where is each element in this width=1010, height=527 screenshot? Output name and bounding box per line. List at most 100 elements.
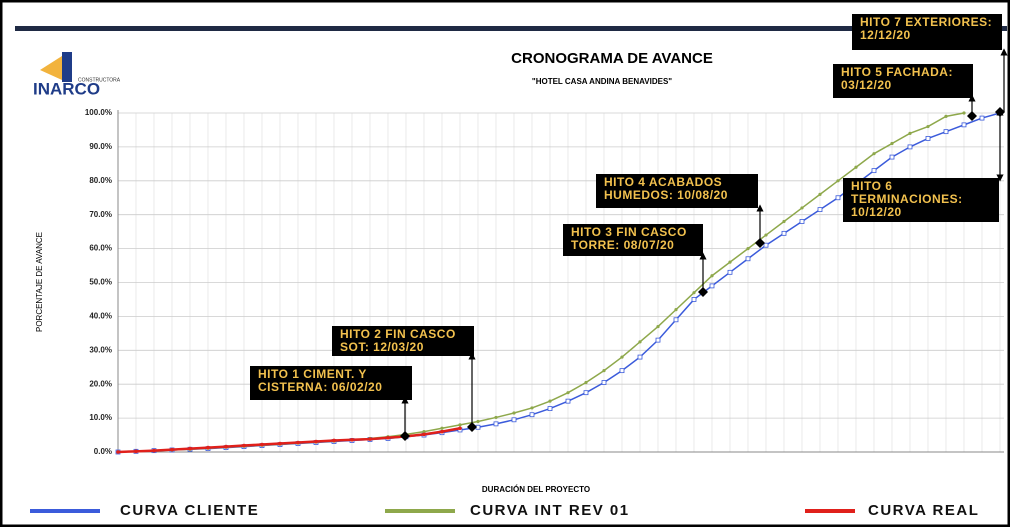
point [854,165,858,169]
annotation-text: HITO 4 ACABADOS [604,175,722,189]
point [511,417,517,423]
point [530,406,534,410]
annotation-box [852,14,1002,50]
point [512,411,516,415]
point [458,423,462,427]
annotation-text: HITO 7 EXTERIORES: [860,15,992,29]
annotation-text: HITO 3 FIN CASCO [571,225,687,239]
y-tick-label: 100.0% [85,108,112,117]
annotation-text: 10/12/20 [851,205,902,219]
point [763,242,769,248]
annotation-box [833,64,973,98]
point [547,406,553,412]
point [620,355,624,359]
annotation-box [332,326,474,356]
chart-title: CRONOGRAMA DE AVANCE [511,50,713,67]
point [476,419,480,424]
point [872,152,876,156]
annotation: HITO 7 EXTERIORES:12/12/20 [852,14,1008,112]
point [818,192,822,196]
annotation-text: 12/12/20 [860,28,911,42]
annotation: HITO 5 FACHADA:03/12/20 [833,64,977,121]
point [565,398,571,404]
point [350,437,354,442]
annotation-box [250,366,412,400]
logo-tagline: CONSTRUCTORA [78,77,121,83]
point [188,446,192,451]
point [170,447,174,452]
y-tick-label: 20.0% [89,379,112,388]
annotation-text: 03/12/20 [841,78,892,92]
point [548,399,552,403]
y-tick-label: 90.0% [89,142,112,151]
annotation-box [843,178,999,222]
annotation-text: TERMINACIONES: [851,192,963,206]
y-axis-label: PORCENTAJE DE AVANCE [35,232,44,332]
point [601,380,607,385]
milestone-marker [995,107,1005,117]
point [332,438,336,443]
point [745,256,751,262]
point [943,129,949,135]
point [619,368,625,374]
point [781,230,787,236]
point [908,131,912,135]
legend-label: CURVA REAL [868,502,979,519]
point [979,115,985,121]
point [422,432,426,437]
point [440,429,444,434]
y-tick-label: 70.0% [89,210,112,219]
top-bar [15,26,1007,31]
point [602,369,606,373]
logo-shape [40,56,62,80]
milestone-marker [467,422,477,432]
point [907,144,913,150]
point [890,141,894,146]
point [944,114,948,118]
annotation-text: HITO 5 FACHADA: [841,65,953,79]
point [152,448,156,453]
point [889,154,895,160]
point [728,260,732,264]
point [368,437,372,441]
y-tick-label: 60.0% [89,244,112,253]
milestone-marker [967,111,977,121]
point [782,219,786,224]
point [674,308,678,312]
annotation-text: TORRE: 08/07/20 [571,238,674,252]
point [260,442,264,447]
y-tick-label: 80.0% [89,176,112,185]
annotation-text: SOT: 12/03/20 [340,340,424,354]
point [962,111,966,115]
point [710,274,714,278]
point [584,380,588,385]
y-tick-label: 10.0% [89,413,112,422]
annotation-text: HITO 2 FIN CASCO [340,327,456,341]
point [692,291,696,295]
point [673,317,679,323]
legend-label: CURVA INT REV 01 [470,502,630,519]
point [656,324,660,329]
legend-label: CURVA CLIENTE [120,502,259,519]
point [458,426,462,431]
logo-name: INARCO [33,79,100,98]
point [386,435,390,440]
point [799,219,805,224]
y-tick-label: 0.0% [94,447,112,456]
annotation-text: HITO 1 CIMENT. Y [258,367,367,381]
logo: CONSTRUCTORA INARCO [33,52,121,98]
point [493,421,499,427]
point [709,283,715,289]
point [691,297,697,302]
point [961,122,967,128]
point [566,391,570,395]
point [817,207,823,213]
point [871,168,877,174]
point [746,247,750,251]
point [637,354,643,360]
y-tick-label: 30.0% [89,345,112,354]
